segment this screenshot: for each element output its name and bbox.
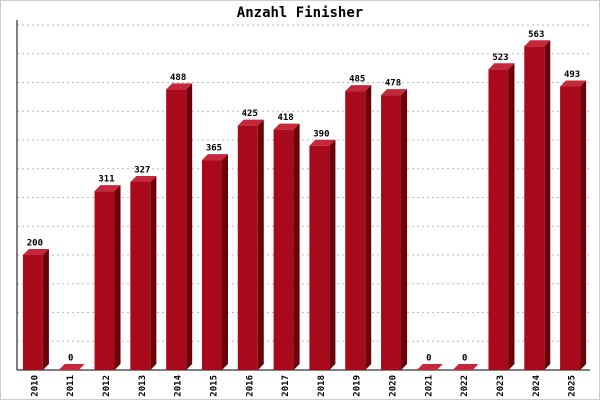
x-tick-label: 2023 — [496, 375, 506, 397]
value-label: 478 — [385, 79, 401, 89]
bar — [381, 95, 402, 371]
bar-top — [166, 83, 193, 90]
value-label: 0 — [68, 354, 73, 364]
bar-top — [201, 154, 228, 161]
bar — [524, 46, 545, 371]
bar-side — [544, 40, 551, 371]
value-label: 488 — [170, 73, 186, 83]
bar-top — [416, 364, 443, 370]
bar-top — [560, 80, 587, 87]
x-tick-label: 2015 — [209, 375, 219, 397]
bar — [560, 86, 581, 371]
bar-top — [58, 364, 85, 370]
x-tick-label: 2014 — [174, 374, 184, 396]
x-tick-label: 2013 — [138, 375, 148, 397]
bar — [94, 191, 115, 370]
bar-side — [329, 139, 336, 370]
value-label: 0 — [426, 354, 431, 364]
bar — [130, 181, 151, 370]
bar-top — [345, 85, 372, 92]
value-label: 523 — [492, 53, 508, 63]
value-label: 327 — [134, 165, 150, 175]
bar-top — [22, 249, 49, 255]
x-tick-label: 2020 — [389, 375, 399, 397]
bar-side — [401, 89, 408, 371]
bar-side — [186, 83, 193, 371]
bar — [237, 125, 258, 370]
bar — [273, 129, 294, 370]
x-tick-label: 2016 — [245, 375, 255, 397]
value-label: 493 — [564, 70, 580, 80]
bar — [201, 160, 222, 370]
x-tick-label: 2022 — [460, 375, 470, 397]
x-tick-label: 2024 — [532, 374, 542, 396]
value-label: 563 — [528, 30, 544, 40]
bar — [488, 69, 509, 371]
bar — [22, 255, 43, 370]
chart-title: Anzahl Finisher — [237, 5, 363, 21]
bar-side — [580, 80, 587, 371]
x-tick-label: 2012 — [102, 375, 112, 397]
value-label: 200 — [27, 239, 43, 249]
x-tick-label: 2010 — [30, 375, 40, 397]
value-label: 365 — [206, 144, 222, 154]
bar-side — [508, 63, 515, 371]
value-label: 485 — [349, 75, 365, 85]
bar-side — [365, 85, 372, 370]
bar-top — [309, 139, 336, 146]
bar-side — [114, 185, 121, 370]
bar — [309, 145, 330, 370]
bar-top — [237, 119, 264, 126]
x-tick-label: 2018 — [317, 375, 327, 397]
bar-top — [452, 364, 479, 370]
bar-top — [130, 175, 157, 182]
bar-side — [150, 175, 157, 370]
value-label: 425 — [242, 109, 258, 119]
x-tick-label: 2011 — [66, 375, 76, 397]
x-tick-label: 2025 — [568, 375, 578, 397]
value-label: 0 — [462, 354, 467, 364]
bar-top — [273, 123, 300, 130]
bar-side — [221, 154, 228, 370]
bar-top — [488, 63, 515, 70]
bar — [166, 89, 187, 371]
x-tick-label: 2017 — [281, 375, 291, 397]
bar-top — [381, 89, 408, 96]
value-label: 390 — [313, 129, 329, 139]
bar-top — [94, 185, 121, 192]
bar — [345, 91, 366, 370]
bar-side — [293, 123, 300, 371]
bar-side — [257, 119, 264, 370]
bar-top — [524, 40, 551, 47]
x-tick-label: 2019 — [353, 375, 363, 397]
x-tick-label: 2021 — [424, 375, 434, 397]
value-label: 311 — [98, 175, 114, 185]
bar-side — [42, 249, 49, 370]
value-label: 418 — [277, 113, 293, 123]
